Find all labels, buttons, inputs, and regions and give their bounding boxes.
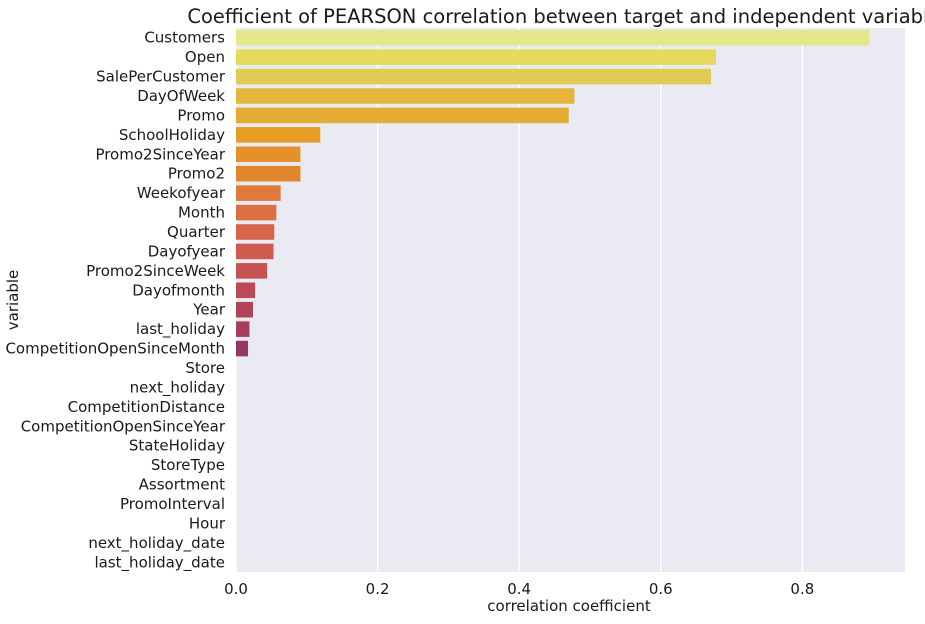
bar bbox=[236, 301, 253, 318]
bar bbox=[236, 49, 716, 65]
bar bbox=[236, 204, 277, 221]
x-tick-label: 0.2 bbox=[366, 580, 390, 598]
bar bbox=[236, 165, 301, 182]
bar bbox=[236, 263, 268, 279]
bar bbox=[236, 146, 301, 163]
category-label: Assortment bbox=[139, 476, 225, 494]
category-label: Promo2 bbox=[168, 165, 225, 183]
bar bbox=[236, 282, 256, 299]
x-axis-title: correlation coefficient bbox=[487, 597, 651, 615]
x-tick-label: 0.0 bbox=[224, 580, 248, 598]
category-label: PromoInterval bbox=[120, 495, 225, 513]
category-label: Promo bbox=[177, 106, 225, 124]
category-label: Promo2SinceWeek bbox=[86, 262, 225, 280]
category-label: Quarter bbox=[167, 223, 226, 241]
category-label: DayOfWeek bbox=[137, 87, 225, 105]
category-label: CompetitionOpenSinceMonth bbox=[5, 340, 225, 358]
category-label: Open bbox=[185, 48, 225, 66]
y-axis-title: variable bbox=[4, 270, 22, 331]
bar bbox=[236, 88, 575, 104]
category-label: CompetitionDistance bbox=[68, 398, 225, 416]
category-label: Dayofyear bbox=[148, 242, 226, 260]
bar bbox=[236, 68, 712, 85]
bars bbox=[236, 29, 870, 357]
category-label: Customers bbox=[144, 29, 225, 47]
category-label: Year bbox=[192, 301, 226, 319]
category-label: StoreType bbox=[151, 456, 225, 474]
bar bbox=[236, 107, 569, 124]
x-tick-labels: 0.0 0.2 0.4 0.6 0.8 bbox=[224, 580, 814, 598]
bar bbox=[236, 224, 275, 240]
category-label: SalePerCustomer bbox=[96, 68, 226, 86]
category-labels: CustomersOpenSalePerCustomerDayOfWeekPro… bbox=[5, 29, 225, 573]
category-label: next_holiday bbox=[130, 378, 225, 397]
category-label: last_holiday_date bbox=[95, 553, 226, 572]
category-label: Dayofmonth bbox=[132, 281, 225, 299]
category-label: CompetitionOpenSinceYear bbox=[21, 417, 226, 435]
category-label: Hour bbox=[189, 514, 226, 532]
bar bbox=[236, 127, 321, 143]
x-tick-label: 0.4 bbox=[507, 580, 531, 598]
category-label: Promo2SinceYear bbox=[95, 145, 225, 163]
category-label: Month bbox=[178, 204, 225, 222]
bar bbox=[236, 185, 281, 201]
category-label: Weekofyear bbox=[137, 184, 226, 202]
bar bbox=[236, 321, 250, 337]
x-tick-label: 0.8 bbox=[790, 580, 814, 598]
category-label: SchoolHoliday bbox=[119, 126, 225, 144]
category-label: last_holiday bbox=[136, 320, 225, 339]
bar bbox=[236, 29, 870, 46]
category-label: next_holiday_date bbox=[88, 534, 225, 553]
category-label: Store bbox=[185, 359, 225, 377]
bar bbox=[236, 340, 249, 357]
x-tick-label: 0.6 bbox=[649, 580, 673, 598]
chart-title: Coefficient of PEARSON correlation betwe… bbox=[187, 5, 925, 28]
category-label: StateHoliday bbox=[129, 437, 225, 455]
bar bbox=[236, 243, 274, 260]
